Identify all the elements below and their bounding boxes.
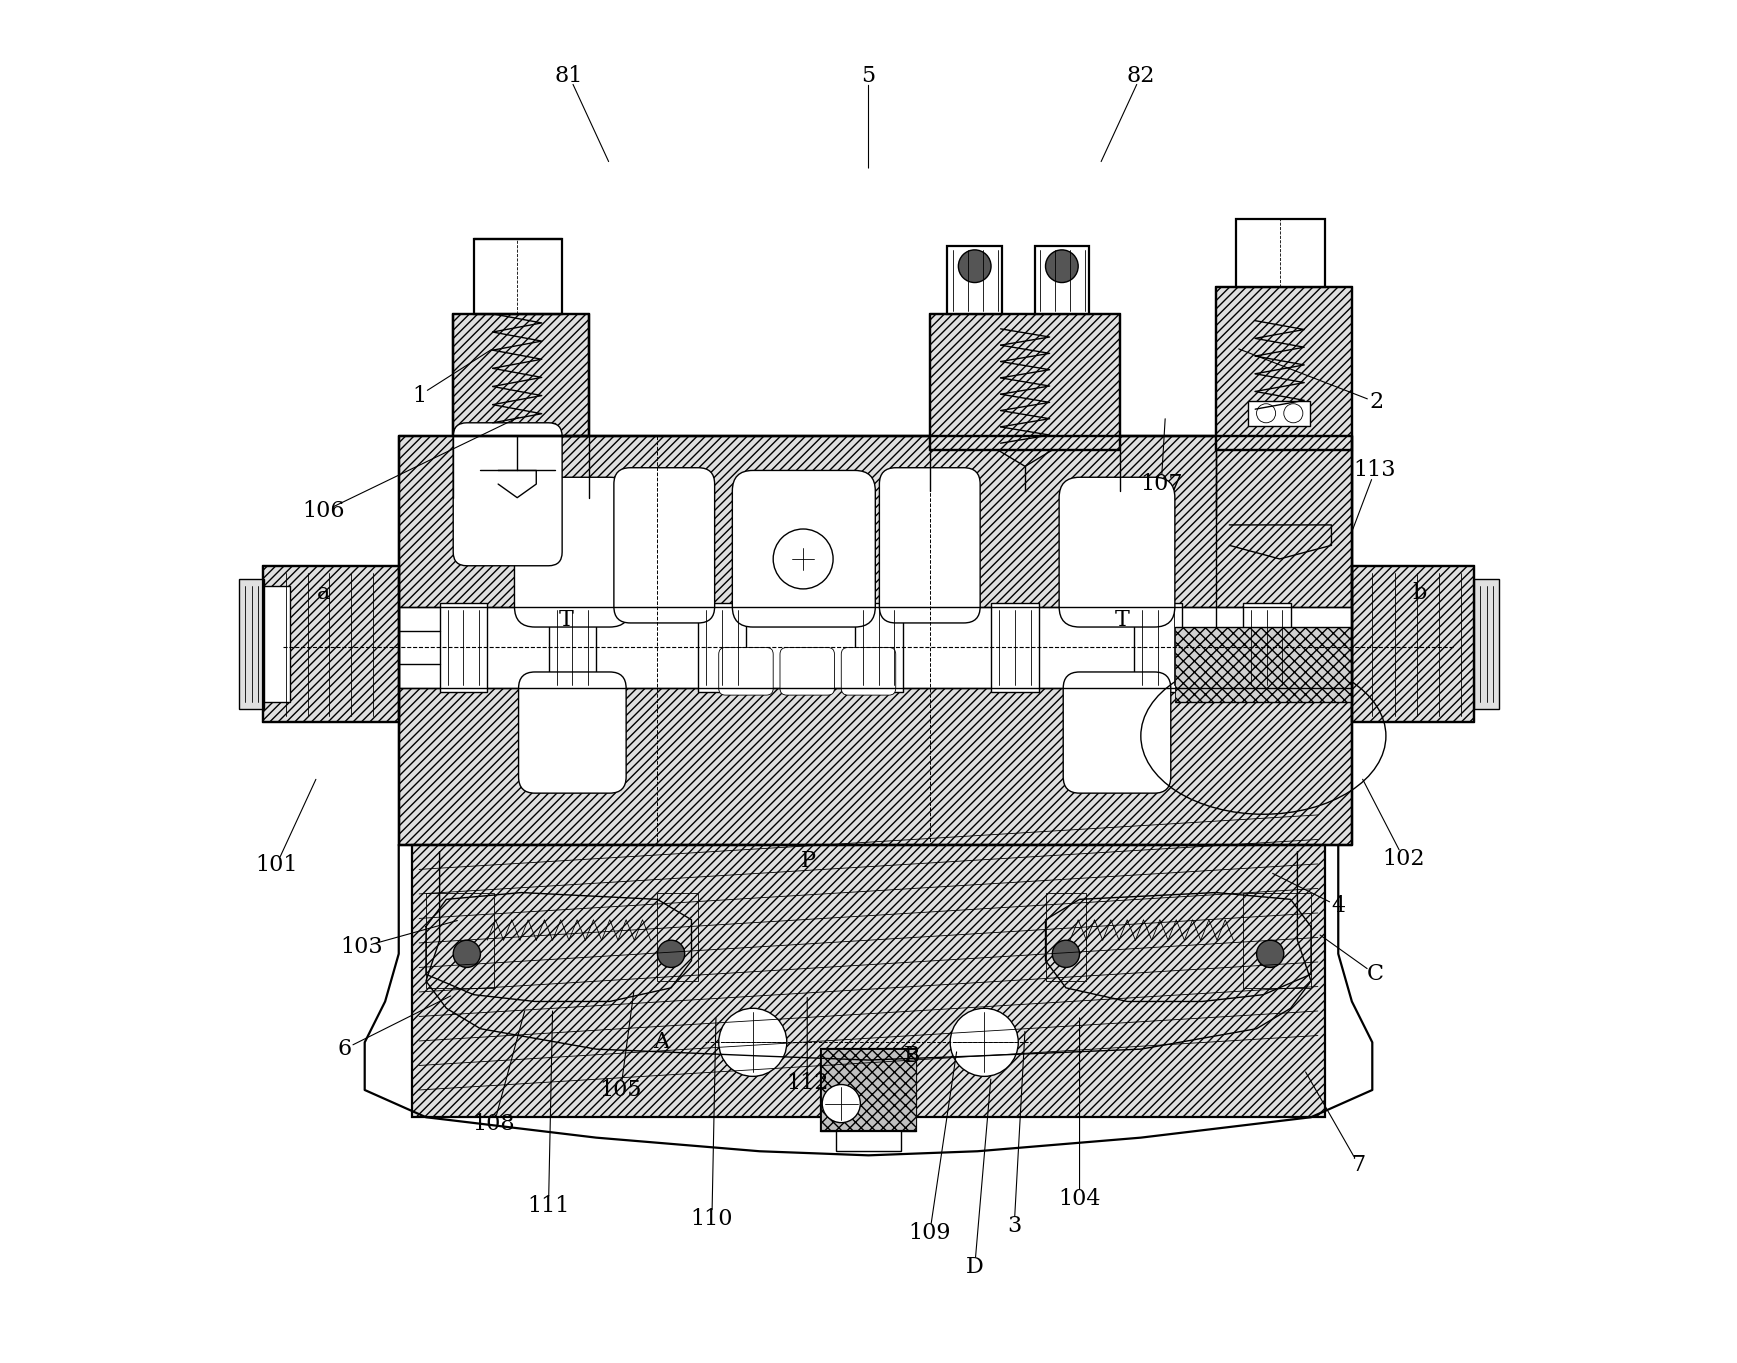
Text: 113: 113	[1353, 459, 1397, 481]
FancyBboxPatch shape	[453, 423, 563, 566]
FancyBboxPatch shape	[733, 470, 875, 627]
Text: 101: 101	[255, 855, 297, 876]
Circle shape	[773, 529, 834, 589]
Bar	[453, 313, 589, 436]
Text: 82: 82	[1127, 64, 1155, 87]
Text: 112: 112	[787, 1073, 829, 1094]
Circle shape	[1256, 940, 1284, 968]
FancyBboxPatch shape	[1063, 672, 1171, 793]
Text: 111: 111	[528, 1195, 570, 1217]
Text: 2: 2	[1369, 391, 1383, 413]
Bar	[1237, 218, 1325, 286]
Text: 81: 81	[554, 64, 584, 87]
Bar	[400, 607, 1351, 688]
Text: 7: 7	[1351, 1154, 1365, 1176]
Text: 3: 3	[1007, 1216, 1021, 1238]
Text: 108: 108	[472, 1114, 516, 1135]
FancyBboxPatch shape	[1060, 477, 1174, 627]
Text: 106: 106	[302, 500, 346, 522]
Bar	[822, 1050, 915, 1131]
Bar	[1174, 627, 1351, 702]
Text: 6: 6	[337, 1039, 351, 1060]
Circle shape	[822, 1085, 860, 1123]
Text: 4: 4	[1331, 895, 1346, 917]
Text: B: B	[903, 1045, 921, 1067]
Text: T: T	[1115, 609, 1129, 631]
Circle shape	[488, 444, 507, 463]
Bar	[698, 604, 745, 691]
Bar	[1134, 604, 1181, 691]
Bar	[400, 436, 1351, 845]
Text: 1: 1	[412, 384, 426, 406]
Circle shape	[657, 940, 684, 968]
Bar	[1249, 401, 1310, 425]
Text: 104: 104	[1058, 1189, 1101, 1210]
Bar	[474, 239, 563, 313]
Text: a: a	[318, 582, 330, 604]
Bar	[657, 893, 698, 981]
Text: T: T	[559, 609, 573, 631]
Bar	[1035, 245, 1089, 313]
Bar	[240, 579, 264, 709]
Bar	[835, 1130, 902, 1152]
FancyBboxPatch shape	[514, 477, 631, 627]
Circle shape	[950, 1009, 1018, 1077]
Circle shape	[1053, 940, 1080, 968]
Bar	[1216, 286, 1351, 450]
Bar	[426, 893, 493, 988]
FancyBboxPatch shape	[841, 647, 896, 695]
Bar	[262, 586, 290, 702]
Text: 107: 107	[1139, 473, 1183, 495]
Bar	[262, 566, 400, 722]
Bar	[439, 604, 488, 691]
Text: C: C	[1367, 964, 1383, 985]
Bar	[481, 423, 556, 470]
FancyBboxPatch shape	[519, 672, 625, 793]
FancyBboxPatch shape	[719, 647, 773, 695]
Bar	[855, 604, 903, 691]
Bar	[929, 313, 1120, 450]
Text: D: D	[966, 1255, 983, 1278]
Bar	[1046, 893, 1086, 981]
Text: 110: 110	[691, 1209, 733, 1231]
Circle shape	[1256, 403, 1275, 423]
Circle shape	[1046, 249, 1079, 282]
Text: A: A	[653, 1032, 669, 1054]
Text: 109: 109	[908, 1223, 952, 1244]
Bar	[947, 245, 1002, 313]
Circle shape	[530, 444, 549, 463]
Text: P: P	[801, 851, 816, 872]
FancyBboxPatch shape	[879, 468, 980, 623]
Bar	[412, 845, 1325, 1118]
Text: 102: 102	[1383, 848, 1424, 870]
Text: 103: 103	[340, 936, 384, 958]
Circle shape	[959, 249, 992, 282]
Circle shape	[1284, 403, 1303, 423]
Bar	[1244, 604, 1291, 691]
Bar	[1244, 893, 1311, 988]
Text: 5: 5	[862, 64, 875, 87]
Bar	[992, 604, 1039, 691]
FancyBboxPatch shape	[780, 647, 834, 695]
FancyBboxPatch shape	[613, 468, 714, 623]
Text: b: b	[1412, 582, 1428, 604]
Bar	[1351, 566, 1475, 722]
Bar	[549, 604, 596, 691]
Bar	[1475, 579, 1499, 709]
Circle shape	[719, 1009, 787, 1077]
Bar	[822, 1050, 915, 1131]
Text: 105: 105	[599, 1079, 643, 1101]
Circle shape	[453, 940, 481, 968]
